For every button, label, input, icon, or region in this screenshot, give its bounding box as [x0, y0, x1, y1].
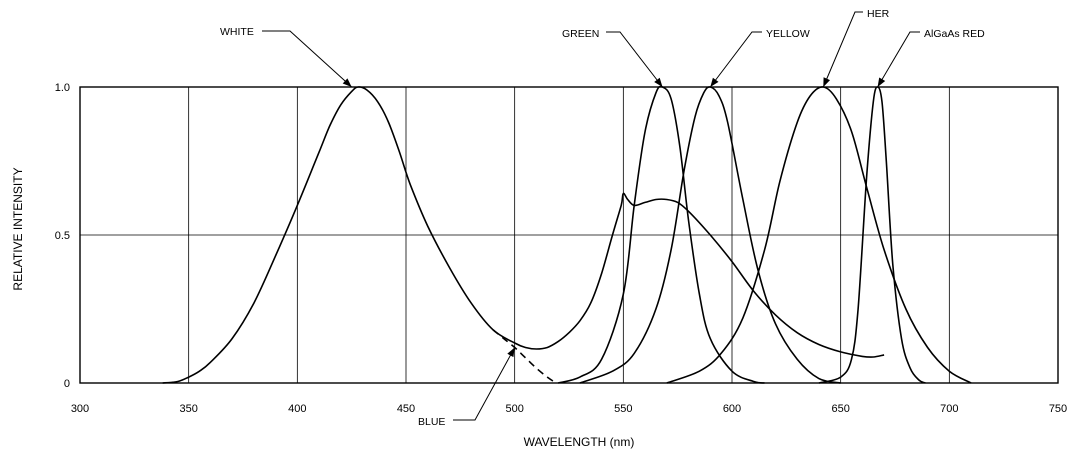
annotation-green-leader — [606, 31, 663, 88]
y-tick-label: 1.0 — [55, 82, 70, 94]
curve-annotations: WHITE BLUE GREEN YELLOW HER AlGaAs RED — [220, 8, 985, 428]
series-blue-curve — [492, 329, 557, 384]
x-tick-label: 300 — [71, 403, 89, 415]
annotation-green-arrowhead — [654, 77, 663, 87]
annotation-her-arrowhead — [823, 77, 830, 87]
annotation-blue-leader — [453, 347, 516, 421]
x-tick-label: 450 — [397, 403, 415, 415]
annotation-blue-arrowhead — [507, 347, 515, 358]
x-tick-label: 550 — [614, 403, 632, 415]
x-tick-label: 350 — [179, 403, 197, 415]
annotation-algaas-red-leader — [877, 31, 920, 88]
annotation-yellow-arrowhead — [710, 77, 719, 87]
annotation-blue-label: BLUE — [418, 416, 445, 428]
y-tick-label: 0 — [64, 378, 70, 390]
x-tick-label: 500 — [505, 403, 523, 415]
x-axis-title: WAVELENGTH (nm) — [524, 435, 635, 449]
annotation-white-leader — [262, 30, 353, 88]
y-axis-title: RELATIVE INTENSITY — [11, 167, 25, 290]
plot-frame — [79, 86, 1059, 384]
x-tick-label: 400 — [288, 403, 306, 415]
annotation-her-leader — [822, 11, 863, 88]
y-tick-label: 0.5 — [55, 230, 70, 242]
annotation-green-label: GREEN — [562, 28, 599, 40]
series-algaas-red-curve — [818, 86, 926, 384]
annotation-algaas-red-arrowhead — [877, 77, 886, 87]
x-tick-label: 700 — [940, 403, 958, 415]
annotation-algaas-red-label: AlGaAs RED — [924, 28, 985, 40]
annotation-white-arrowhead — [342, 78, 352, 87]
x-tick-label: 600 — [723, 403, 741, 415]
annotation-yellow-leader — [709, 31, 762, 88]
annotation-white-label: WHITE — [220, 26, 254, 38]
annotation-yellow-label: YELLOW — [766, 28, 810, 40]
series-white-curve — [162, 86, 885, 384]
grid-lines — [80, 87, 1058, 383]
series-green-curve — [557, 85, 765, 384]
annotation-her-label: HER — [867, 8, 890, 20]
x-tick-label: 750 — [1049, 403, 1067, 415]
tick-labels: 300 350 400 450 500 550 600 650 700 750 0 0.5 1.0 — [55, 82, 1067, 415]
x-tick-label: 650 — [831, 403, 849, 415]
